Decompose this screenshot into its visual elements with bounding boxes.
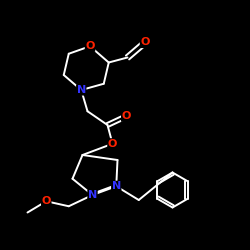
Text: O: O <box>42 196 51 206</box>
Text: N: N <box>88 190 97 200</box>
Text: O: O <box>122 111 131 121</box>
Text: O: O <box>85 41 95 51</box>
Text: O: O <box>140 38 150 48</box>
Text: N: N <box>76 85 86 95</box>
Text: O: O <box>108 139 117 149</box>
Text: N: N <box>112 181 121 191</box>
